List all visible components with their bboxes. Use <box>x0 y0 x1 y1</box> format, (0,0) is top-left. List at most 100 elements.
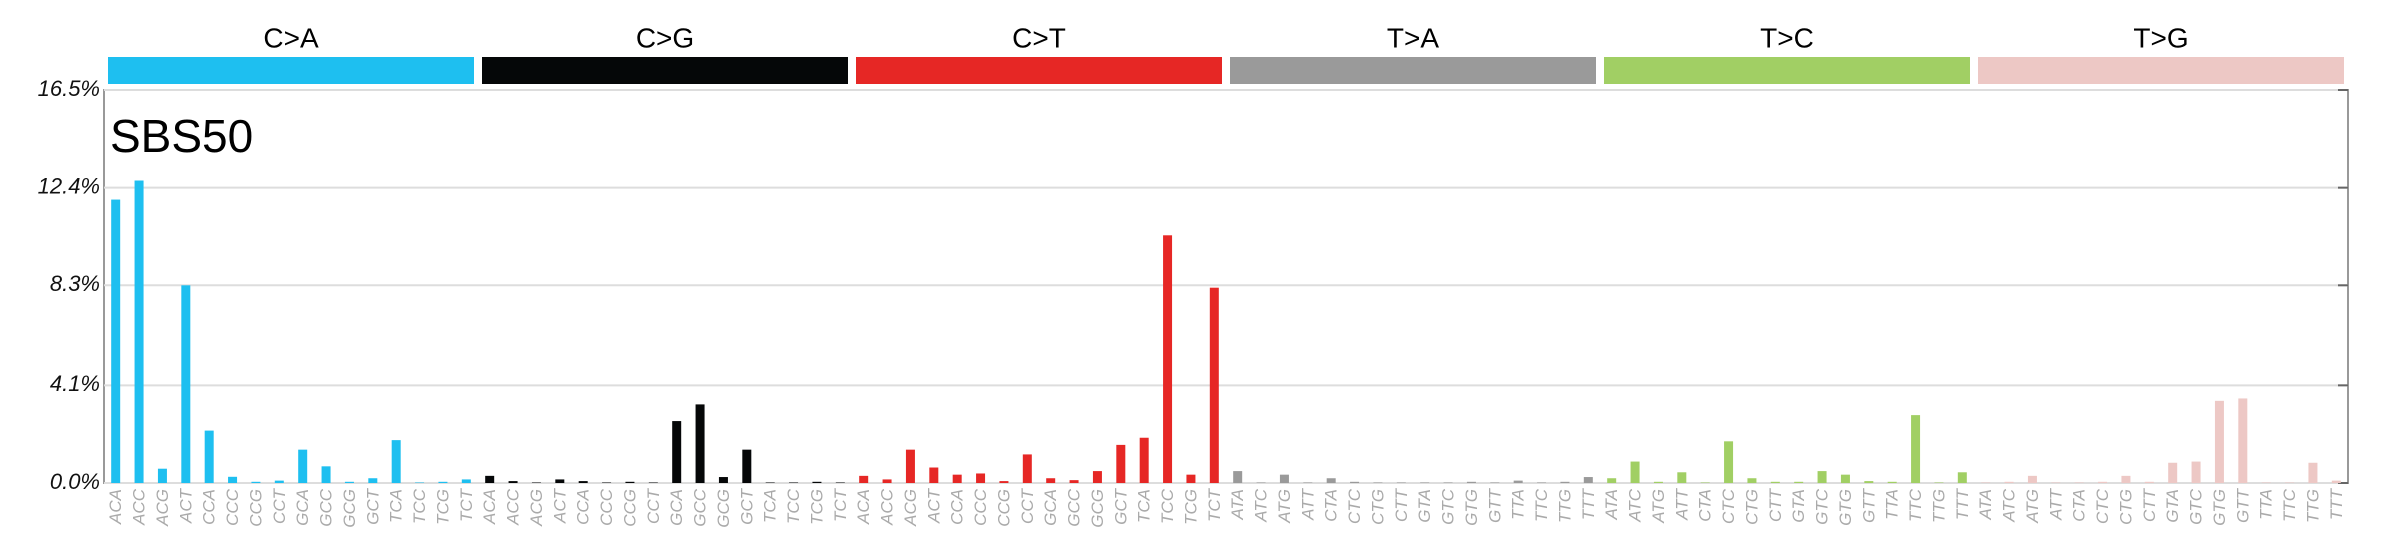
x-tick-label: TTG <box>2303 489 2322 523</box>
bar <box>1350 481 1360 483</box>
x-tick-label: GCA <box>667 489 686 526</box>
x-tick-label: TCG <box>807 489 826 525</box>
bar <box>742 449 752 483</box>
x-tick-label: ATC <box>1252 488 1271 522</box>
y-tick-label: 8.3% <box>50 271 100 296</box>
x-tick-label: GCT <box>363 487 382 525</box>
bar <box>368 478 378 483</box>
x-tick-label: GCG <box>1088 489 1107 528</box>
y-tick-label: 0.0% <box>50 469 100 494</box>
x-tick-label: TTT <box>1579 487 1598 520</box>
bar <box>2238 398 2248 483</box>
bar <box>1794 481 1804 483</box>
x-tick-label: ACT <box>176 487 195 524</box>
bar <box>228 476 238 483</box>
bar <box>2004 481 2014 483</box>
x-tick-label: ATG <box>2023 489 2042 524</box>
x-tick-label: CCA <box>948 489 967 525</box>
x-tick-label: GTT <box>2233 487 2252 523</box>
group-bar <box>482 57 848 84</box>
bar <box>578 481 588 483</box>
x-tick-label: CTT <box>1766 487 1785 522</box>
bar <box>1046 478 1056 483</box>
x-tick-label: CCC <box>223 488 242 526</box>
plot-frame <box>103 89 2349 484</box>
x-tick-label: ATG <box>1275 489 1294 524</box>
x-tick-label: GTT <box>1859 487 1878 523</box>
x-tick-label: ACG <box>153 489 172 527</box>
group-bar <box>1978 57 2344 84</box>
bar <box>2331 480 2341 483</box>
y-tick-label: 12.4% <box>38 173 100 198</box>
bar <box>181 285 191 483</box>
bar <box>999 481 1009 483</box>
bar <box>2098 481 2108 483</box>
x-tick-label: GTG <box>2210 489 2229 526</box>
bar <box>1069 480 1079 483</box>
x-tick-label: CTT <box>2140 487 2159 522</box>
group-label: T>A <box>1387 22 1439 53</box>
x-tick-label: TCA <box>387 489 406 523</box>
x-tick-label: TTC <box>1906 488 1925 522</box>
bar <box>111 199 121 483</box>
bar <box>321 466 331 483</box>
bar <box>274 480 284 483</box>
x-tick-label: ACC <box>878 488 897 526</box>
group-label: T>C <box>1760 22 1814 53</box>
x-tick-label: TTT <box>1953 487 1972 520</box>
x-tick-label: GTG <box>1462 489 1481 526</box>
x-tick-label: GCG <box>340 489 359 528</box>
bar <box>1233 471 1243 483</box>
chart-title: SBS50 <box>110 110 253 162</box>
bar <box>1186 474 1196 483</box>
x-tick-label: TCC <box>1158 488 1177 524</box>
x-tick-label: TCT <box>457 487 476 522</box>
x-tick-label: TCT <box>831 487 850 522</box>
bar <box>976 473 986 483</box>
bar <box>204 430 214 483</box>
x-tick-label: CTC <box>1345 488 1364 524</box>
bar <box>2308 462 2318 483</box>
group-bar <box>1230 57 1596 84</box>
x-tick-label: TCT <box>1205 487 1224 522</box>
bar <box>1022 454 1032 483</box>
bar <box>812 481 822 483</box>
x-tick-label: GTC <box>1439 488 1458 525</box>
x-tick-label: TCG <box>433 489 452 525</box>
bar <box>1163 235 1173 483</box>
bar <box>1887 481 1897 483</box>
x-tick-label: GTG <box>1836 489 1855 526</box>
bar <box>251 481 261 483</box>
x-tick-label: ATG <box>1649 489 1668 524</box>
bar <box>952 474 962 483</box>
x-tick-label: TCC <box>784 488 803 524</box>
bar <box>2144 481 2154 483</box>
bar <box>1279 474 1289 483</box>
x-tick-label: ACA <box>854 489 873 525</box>
bar <box>1607 478 1617 483</box>
x-tick-label: CCG <box>994 489 1013 527</box>
x-tick-label: TCA <box>1135 489 1154 523</box>
bar <box>298 449 308 483</box>
bar <box>508 481 518 483</box>
x-tick-label: CCT <box>1018 487 1037 524</box>
x-tick-label: GCT <box>1111 487 1130 525</box>
bar <box>461 479 471 483</box>
bar <box>1724 441 1734 483</box>
bar <box>1583 477 1593 483</box>
x-tick-label: ATT <box>1298 487 1317 520</box>
bar <box>2121 475 2131 483</box>
x-tick-label: ACA <box>106 489 125 525</box>
x-tick-label: CTC <box>2093 488 2112 524</box>
x-tick-label: GCC <box>691 488 710 527</box>
bar <box>1092 471 1102 483</box>
bar <box>1116 444 1126 483</box>
x-tick-label: ACG <box>901 489 920 527</box>
x-tick-label: TCC <box>410 488 429 524</box>
bar <box>1326 478 1336 483</box>
x-tick-label: ATT <box>1672 487 1691 520</box>
bar <box>134 180 144 483</box>
bar <box>718 477 728 483</box>
x-tick-label: CTG <box>2116 489 2135 525</box>
x-tick-label: TTC <box>1532 488 1551 522</box>
